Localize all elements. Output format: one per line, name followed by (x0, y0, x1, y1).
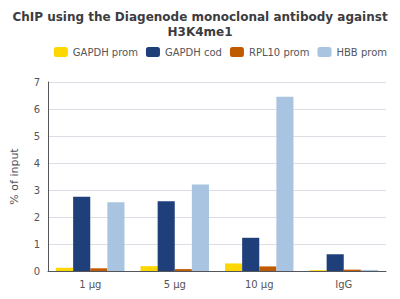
svg-text:6: 6 (34, 104, 40, 115)
svg-text:RPL10 prom: RPL10 prom (249, 47, 310, 58)
svg-text:GAPDH prom: GAPDH prom (73, 47, 138, 58)
svg-text:GAPDH cod: GAPDH cod (165, 47, 222, 58)
svg-text:5 μg: 5 μg (164, 279, 186, 290)
svg-text:4: 4 (34, 158, 40, 169)
svg-text:10 μg: 10 μg (245, 279, 274, 290)
svg-text:5: 5 (34, 131, 40, 142)
svg-text:% of input: % of input (8, 148, 21, 205)
svg-text:1 μg: 1 μg (79, 279, 101, 290)
svg-text:3: 3 (34, 185, 40, 196)
svg-text:7: 7 (34, 77, 40, 88)
svg-text:1: 1 (34, 239, 40, 250)
svg-text:ChIP using the Diagenode monoc: ChIP using the Diagenode monoclonal anti… (12, 10, 388, 24)
svg-text:HBB prom: HBB prom (336, 47, 387, 58)
svg-text:0: 0 (34, 266, 40, 277)
svg-text:IgG: IgG (335, 279, 352, 290)
svg-text:2: 2 (34, 212, 40, 223)
svg-text:H3K4me1: H3K4me1 (167, 25, 232, 39)
